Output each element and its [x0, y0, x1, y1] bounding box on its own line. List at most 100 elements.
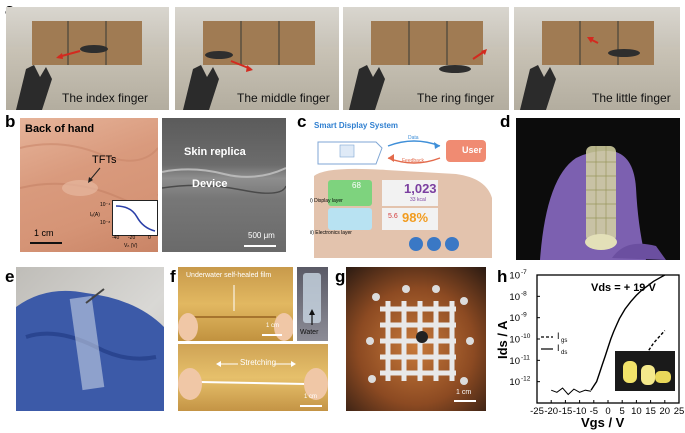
x-tick-label: 10 — [631, 406, 642, 417]
panel-label-c: c — [297, 112, 307, 131]
y-tick-label-base: 10 — [509, 292, 520, 303]
scale-g: 1 cm — [456, 389, 472, 396]
scale-bar-right: 500 μm — [248, 231, 275, 240]
glove-device — [540, 146, 666, 260]
tfts-label: TFTs — [92, 154, 117, 166]
panel-label-b: b — [5, 112, 16, 131]
smart-display-title: Smart Display System — [314, 121, 399, 130]
series-line-1 — [551, 387, 592, 396]
x-tick-label: -25 — [530, 406, 544, 417]
y-tick-label-exp: -10 — [521, 333, 531, 340]
electronics-layer-label: ii) Electronics layer — [310, 230, 352, 236]
hr-value: 68 — [352, 181, 361, 190]
gloved-hand — [16, 288, 164, 411]
x-axis-label: Vgs / V — [581, 415, 625, 430]
sem-texture — [162, 167, 286, 247]
panel-f-water-inset: Water — [297, 267, 328, 341]
x-tick-label: 20 — [660, 406, 671, 417]
series-line-0 — [590, 274, 666, 391]
panel-b-sem: Skin replica Device 500 μm — [162, 118, 286, 252]
y-tick-label-exp: -12 — [521, 376, 531, 383]
inset-ylabel: Iₑ(A) — [90, 212, 100, 218]
frame-1-caption: The index finger — [62, 91, 149, 105]
frame-2-caption: The middle finger — [237, 91, 330, 105]
panel-g-photo: 1 cm — [346, 267, 486, 411]
x-tick-label: -10 — [573, 406, 587, 417]
inset-xtick-1: -40 — [112, 235, 120, 241]
frame-3-caption: The ring finger — [417, 91, 495, 105]
feedback-arrow-label: Feedback — [402, 158, 424, 164]
panel-a-frame-3: The ring finger — [343, 7, 509, 110]
y-tick-label-base: 10 — [509, 377, 520, 388]
legend-ids-label: I — [557, 343, 560, 353]
x-tick-label: -15 — [559, 406, 573, 417]
panel-e-photo — [16, 267, 164, 411]
frame-2-scene — [183, 21, 315, 110]
back-of-hand-label: Back of hand — [25, 123, 95, 135]
y-tick-label-exp: -8 — [521, 290, 527, 297]
scale-f-bottom: 1 cm — [304, 394, 318, 400]
inset-xtick-2: -20 — [128, 235, 136, 241]
water-vial — [303, 273, 321, 325]
y-tick-label-base: 10 — [509, 313, 520, 324]
panel-a-frame-2: The middle finger — [175, 7, 339, 110]
scale-bar-left: 1 cm — [34, 228, 54, 238]
chart-axes — [536, 274, 680, 404]
frame-4-scene — [520, 21, 654, 110]
x-tick-label: 5 — [620, 406, 625, 417]
big-number: 1,023 — [404, 181, 437, 196]
inset-xlabel: Vₙ (V) — [124, 243, 138, 249]
y-tick-label-exp: -9 — [521, 312, 527, 319]
scale-f-top: 1 cm — [266, 323, 280, 329]
device-label: Device — [192, 178, 228, 190]
underwater-label: Underwater self-healed film — [186, 272, 272, 279]
x-tick-label: -20 — [544, 406, 558, 417]
display-layer-label: i) Display layer — [310, 198, 343, 204]
y-tick-label-base: 10 — [509, 335, 520, 346]
inset-ytick-2: 10⁻⁸ — [100, 220, 111, 226]
kcal-value: 33 kcal — [410, 197, 426, 203]
panel-label-d: d — [500, 112, 511, 131]
panel-a-frame-1: The index finger — [6, 7, 169, 110]
x-tick-label: 25 — [674, 406, 685, 417]
inset-xtick-3: 0 — [148, 235, 151, 241]
self-healed-film — [178, 285, 293, 341]
y-tick-label-exp: -11 — [521, 354, 530, 361]
stretching-film — [178, 361, 328, 407]
inset-ytick-1: 10⁻⁴ — [100, 202, 111, 208]
x-tick-label: -5 — [590, 406, 598, 417]
vds-annotation: Vds = + 19 V — [591, 282, 656, 294]
panel-label-f: f — [170, 267, 176, 286]
legend-igs-sub: gs — [561, 338, 567, 344]
hand-texture — [20, 143, 158, 244]
small-value: 5.6 — [388, 213, 398, 220]
panel-f-bottom: Stretching 1 cm — [178, 344, 328, 411]
x-tick-label: 15 — [645, 406, 656, 417]
frame-3-scene — [349, 21, 487, 110]
percent-value: 98% — [402, 210, 429, 225]
x-tick-label: 0 — [605, 406, 610, 417]
panel-label-h: h — [497, 267, 508, 286]
panel-c-system: Smart Display System Data Feedback User … — [306, 118, 492, 258]
y-tick-label-base: 10 — [509, 356, 520, 367]
transfer-inset — [112, 200, 158, 236]
frame-4-caption: The little finger — [592, 91, 671, 105]
legend-ids-sub: ds — [561, 350, 567, 356]
system-diagram — [314, 140, 492, 258]
frame-1-scene — [16, 21, 142, 110]
legend-igs-label: I — [557, 331, 560, 341]
chart-inset-photo — [615, 351, 675, 391]
y-tick-label-base: 10 — [509, 271, 520, 282]
user-box-label: User — [462, 145, 483, 155]
panel-a-frame-4: The little finger — [514, 7, 680, 110]
stretching-label: Stretching — [240, 358, 277, 367]
chart-series — [551, 274, 666, 396]
skin-replica-label: Skin replica — [184, 146, 246, 158]
panel-label-g: g — [335, 267, 346, 286]
data-arrow-label: Data — [408, 135, 419, 141]
water-label: Water — [300, 329, 319, 336]
panel-b-photo: Back of hand TFTs 1 cm 10⁻⁴ 10⁻⁸ Iₑ(A) -… — [20, 118, 158, 252]
panel-f-top: Underwater self-healed film 1 cm — [178, 267, 293, 341]
